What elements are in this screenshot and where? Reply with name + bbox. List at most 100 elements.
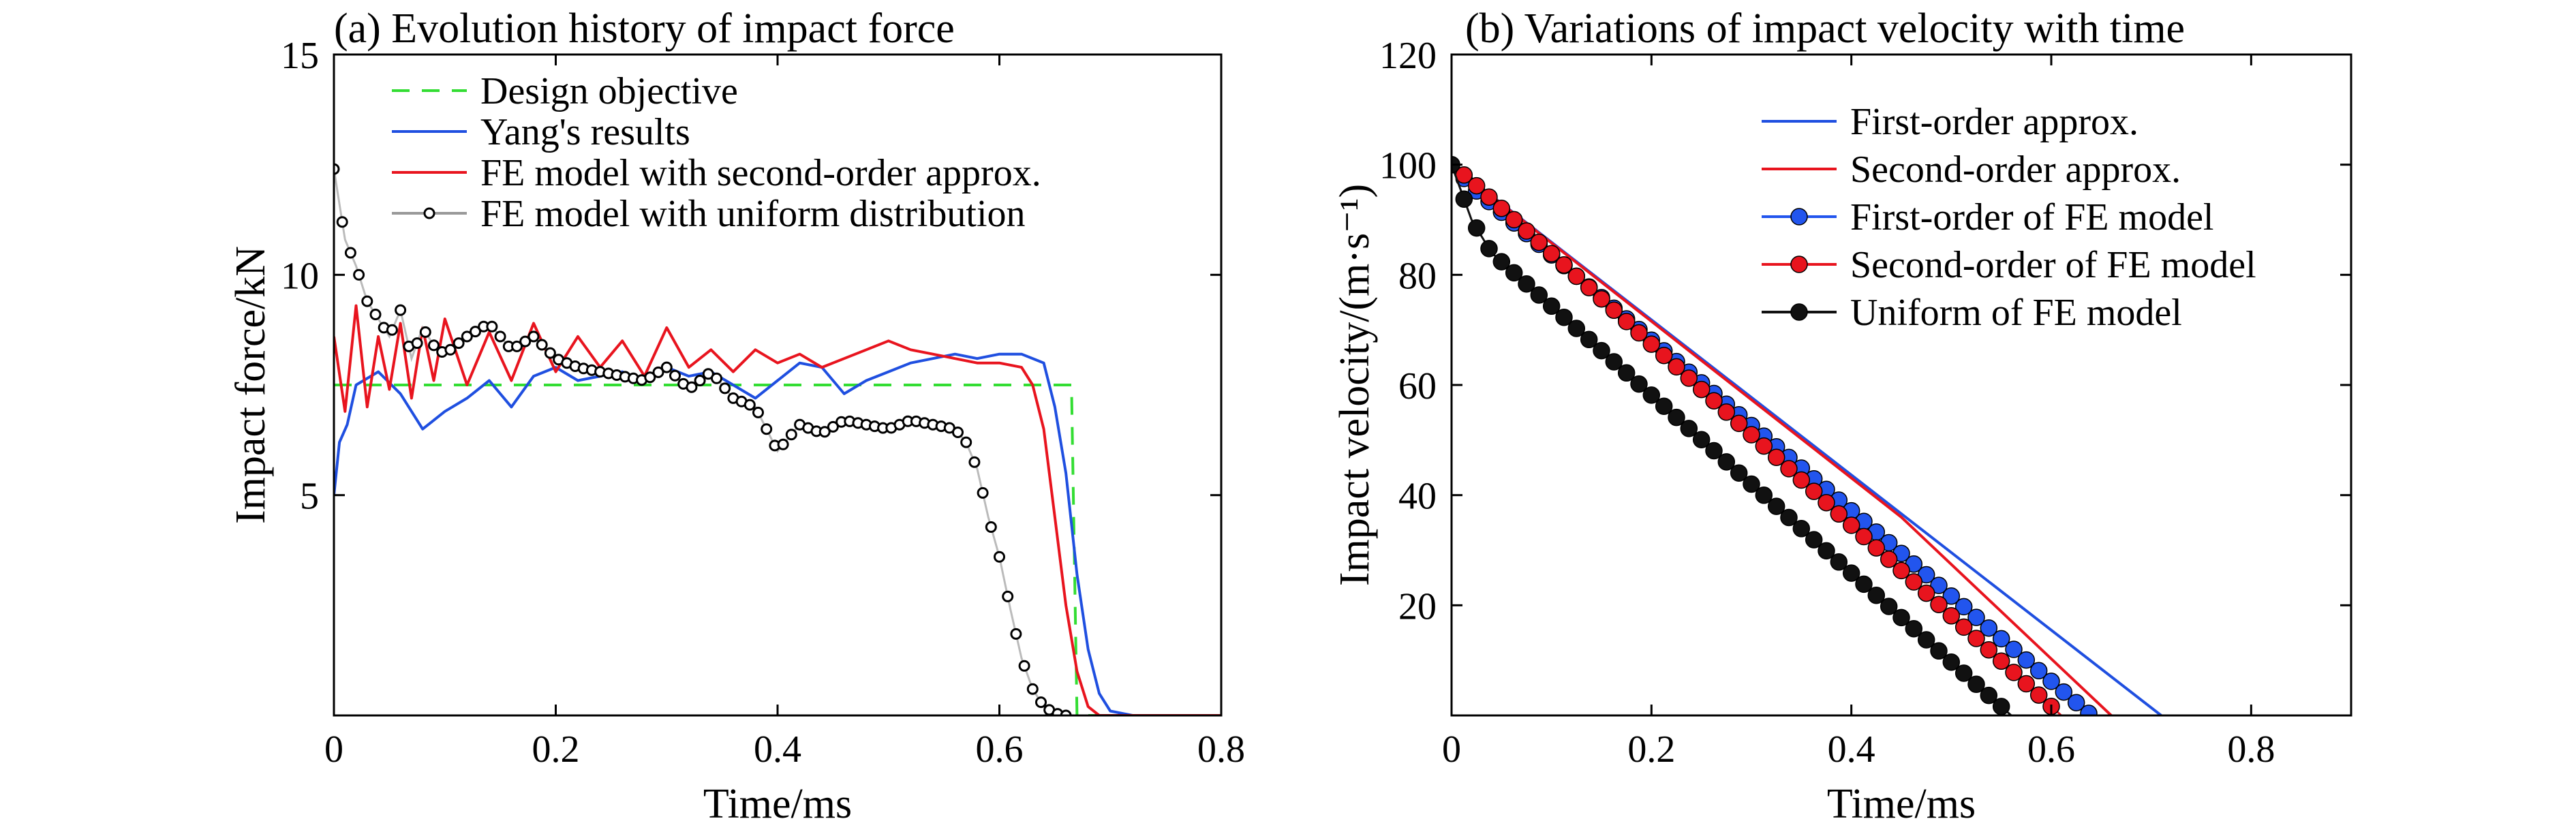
series-4-marker-60 xyxy=(827,420,839,433)
series-4-marker-43 xyxy=(686,381,698,393)
series-2-line xyxy=(1452,164,2113,715)
y-tick-label-1: 40 xyxy=(1398,476,1437,518)
legend-label-3: Second-order of FE model xyxy=(1850,244,2256,286)
series-4-marker-44 xyxy=(1992,652,2010,670)
series-5-marker-44 xyxy=(1992,698,2010,715)
series-4-marker-35 xyxy=(1880,551,1898,568)
series-4-marker-14 xyxy=(444,343,457,356)
panel-b-legend: First-order approx. Second-order approx. F… xyxy=(1762,101,2256,334)
series-5-marker-7 xyxy=(1530,286,1548,304)
series-4-marker-7 xyxy=(1530,233,1548,251)
series-4-marker-80 xyxy=(994,551,1005,563)
series-3-marker-46 xyxy=(2017,651,2036,669)
series-5-marker-13 xyxy=(1605,353,1623,371)
series-4-marker-1 xyxy=(336,216,348,228)
series-5-marker-16 xyxy=(1642,386,1661,404)
series-3-marker-49 xyxy=(2055,683,2073,701)
x-tick-label-4: 0.8 xyxy=(2227,728,2275,771)
series-3-line xyxy=(334,304,1221,715)
series-4-marker-43 xyxy=(1980,640,1998,659)
x-tick-label-3: 0.6 xyxy=(2027,728,2075,771)
series-4-marker-84 xyxy=(1026,683,1039,695)
series-4-marker-21 xyxy=(1705,392,1723,410)
series-4-marker-23 xyxy=(1730,414,1748,433)
y-tick-label-0: 20 xyxy=(1398,585,1437,628)
series-5-marker-28 xyxy=(1792,520,1811,538)
series-3-marker-47 xyxy=(2029,662,2048,680)
series-4-marker-31 xyxy=(1830,505,1848,523)
series-4-marker-9 xyxy=(1555,256,1573,274)
panel-a-ylabel: Impact force/kN xyxy=(228,246,274,524)
series-4-marker-14 xyxy=(1617,313,1636,330)
series-4-marker-41 xyxy=(1954,618,1973,636)
series-4-marker-78 xyxy=(977,486,989,499)
series-4-marker-27 xyxy=(1780,460,1798,478)
series-5-marker-27 xyxy=(1780,508,1798,527)
series-4-marker-28 xyxy=(1792,471,1811,489)
panel-1-series-group xyxy=(1452,155,2162,715)
series-5-marker-32 xyxy=(1842,564,1860,582)
series-4-marker-41 xyxy=(669,369,681,382)
series-4-marker-79 xyxy=(985,521,997,533)
series-5-marker-12 xyxy=(1593,341,1610,360)
series-3-marker-45 xyxy=(2005,640,2023,658)
series-4-marker-20 xyxy=(1692,380,1711,399)
legend-marker-2 xyxy=(1790,208,1808,226)
series-4-marker-33 xyxy=(1855,527,1873,546)
series-4-marker-15 xyxy=(453,337,465,350)
series-5-marker-38 xyxy=(1917,631,1935,649)
series-5-marker-25 xyxy=(1755,486,1773,504)
series-5-marker-10 xyxy=(1567,320,1586,337)
series-4-marker-39 xyxy=(652,366,664,378)
series-5-marker-34 xyxy=(1867,586,1886,604)
panel-b-xlabel: Time/ms xyxy=(1827,781,1976,827)
y-tick-label-1: 10 xyxy=(281,255,319,297)
series-5-marker-18 xyxy=(1668,408,1685,427)
series-4-marker-25 xyxy=(1755,437,1773,455)
legend-marker-4 xyxy=(1790,303,1808,321)
x-tick-label-2: 0.4 xyxy=(1828,728,1875,771)
series-5-marker-9 xyxy=(1555,308,1573,326)
series-4-marker-81 xyxy=(1002,590,1014,602)
series-4-marker-47 xyxy=(719,382,731,395)
series-3-marker-50 xyxy=(2067,694,2085,711)
series-4-marker-38 xyxy=(1917,584,1935,602)
series-4-marker-30 xyxy=(1818,493,1835,512)
panel-b-ticks: 0 0.2 0.4 0.6 0.8 20 40 60 80 100 120 xyxy=(1379,35,2351,771)
series-5-marker-19 xyxy=(1680,420,1698,437)
series-4-marker-22 xyxy=(1717,403,1736,421)
series-4-marker-6 xyxy=(1518,222,1535,240)
legend-label-2: FE model with second-order approx. xyxy=(480,152,1041,194)
series-5-marker-14 xyxy=(1617,364,1636,382)
series-5-marker-2 xyxy=(1467,219,1486,237)
series-4-marker-39 xyxy=(1930,596,1948,613)
series-4-marker-46 xyxy=(2017,675,2036,693)
series-5-marker-39 xyxy=(1930,642,1948,660)
series-3-marker-42 xyxy=(1967,608,1985,626)
panel-a-plot-area xyxy=(334,163,1221,715)
series-4-marker-13 xyxy=(1605,301,1623,320)
series-3-marker-40 xyxy=(1942,587,1961,605)
series-4-marker-16 xyxy=(461,330,473,343)
x-tick-label-3: 0.6 xyxy=(976,728,1024,771)
series-4-marker-26 xyxy=(1767,448,1785,466)
panel-a: (a) Evolution history of impact force De… xyxy=(228,5,1245,827)
series-4-marker-7 xyxy=(386,324,398,336)
series-5-marker-15 xyxy=(1630,375,1648,393)
series-4-marker-50 xyxy=(743,399,756,411)
series-4-marker-77 xyxy=(968,456,981,468)
series-5-marker-41 xyxy=(1954,664,1973,682)
series-5-marker-43 xyxy=(1980,686,1998,705)
series-5-marker-6 xyxy=(1518,275,1535,293)
series-4-marker-18 xyxy=(1668,358,1685,376)
series-4-marker-40 xyxy=(660,361,673,373)
x-tick-label-0: 0 xyxy=(324,728,343,771)
series-4-marker-24 xyxy=(527,330,540,343)
panel-a-title: (a) Evolution history of impact force xyxy=(334,5,955,52)
x-tick-label-1: 0.2 xyxy=(1627,728,1675,771)
series-4-marker-75 xyxy=(952,427,964,438)
series-2-line xyxy=(334,352,1221,715)
legend-label-4: Uniform of FE model xyxy=(1850,292,2182,334)
